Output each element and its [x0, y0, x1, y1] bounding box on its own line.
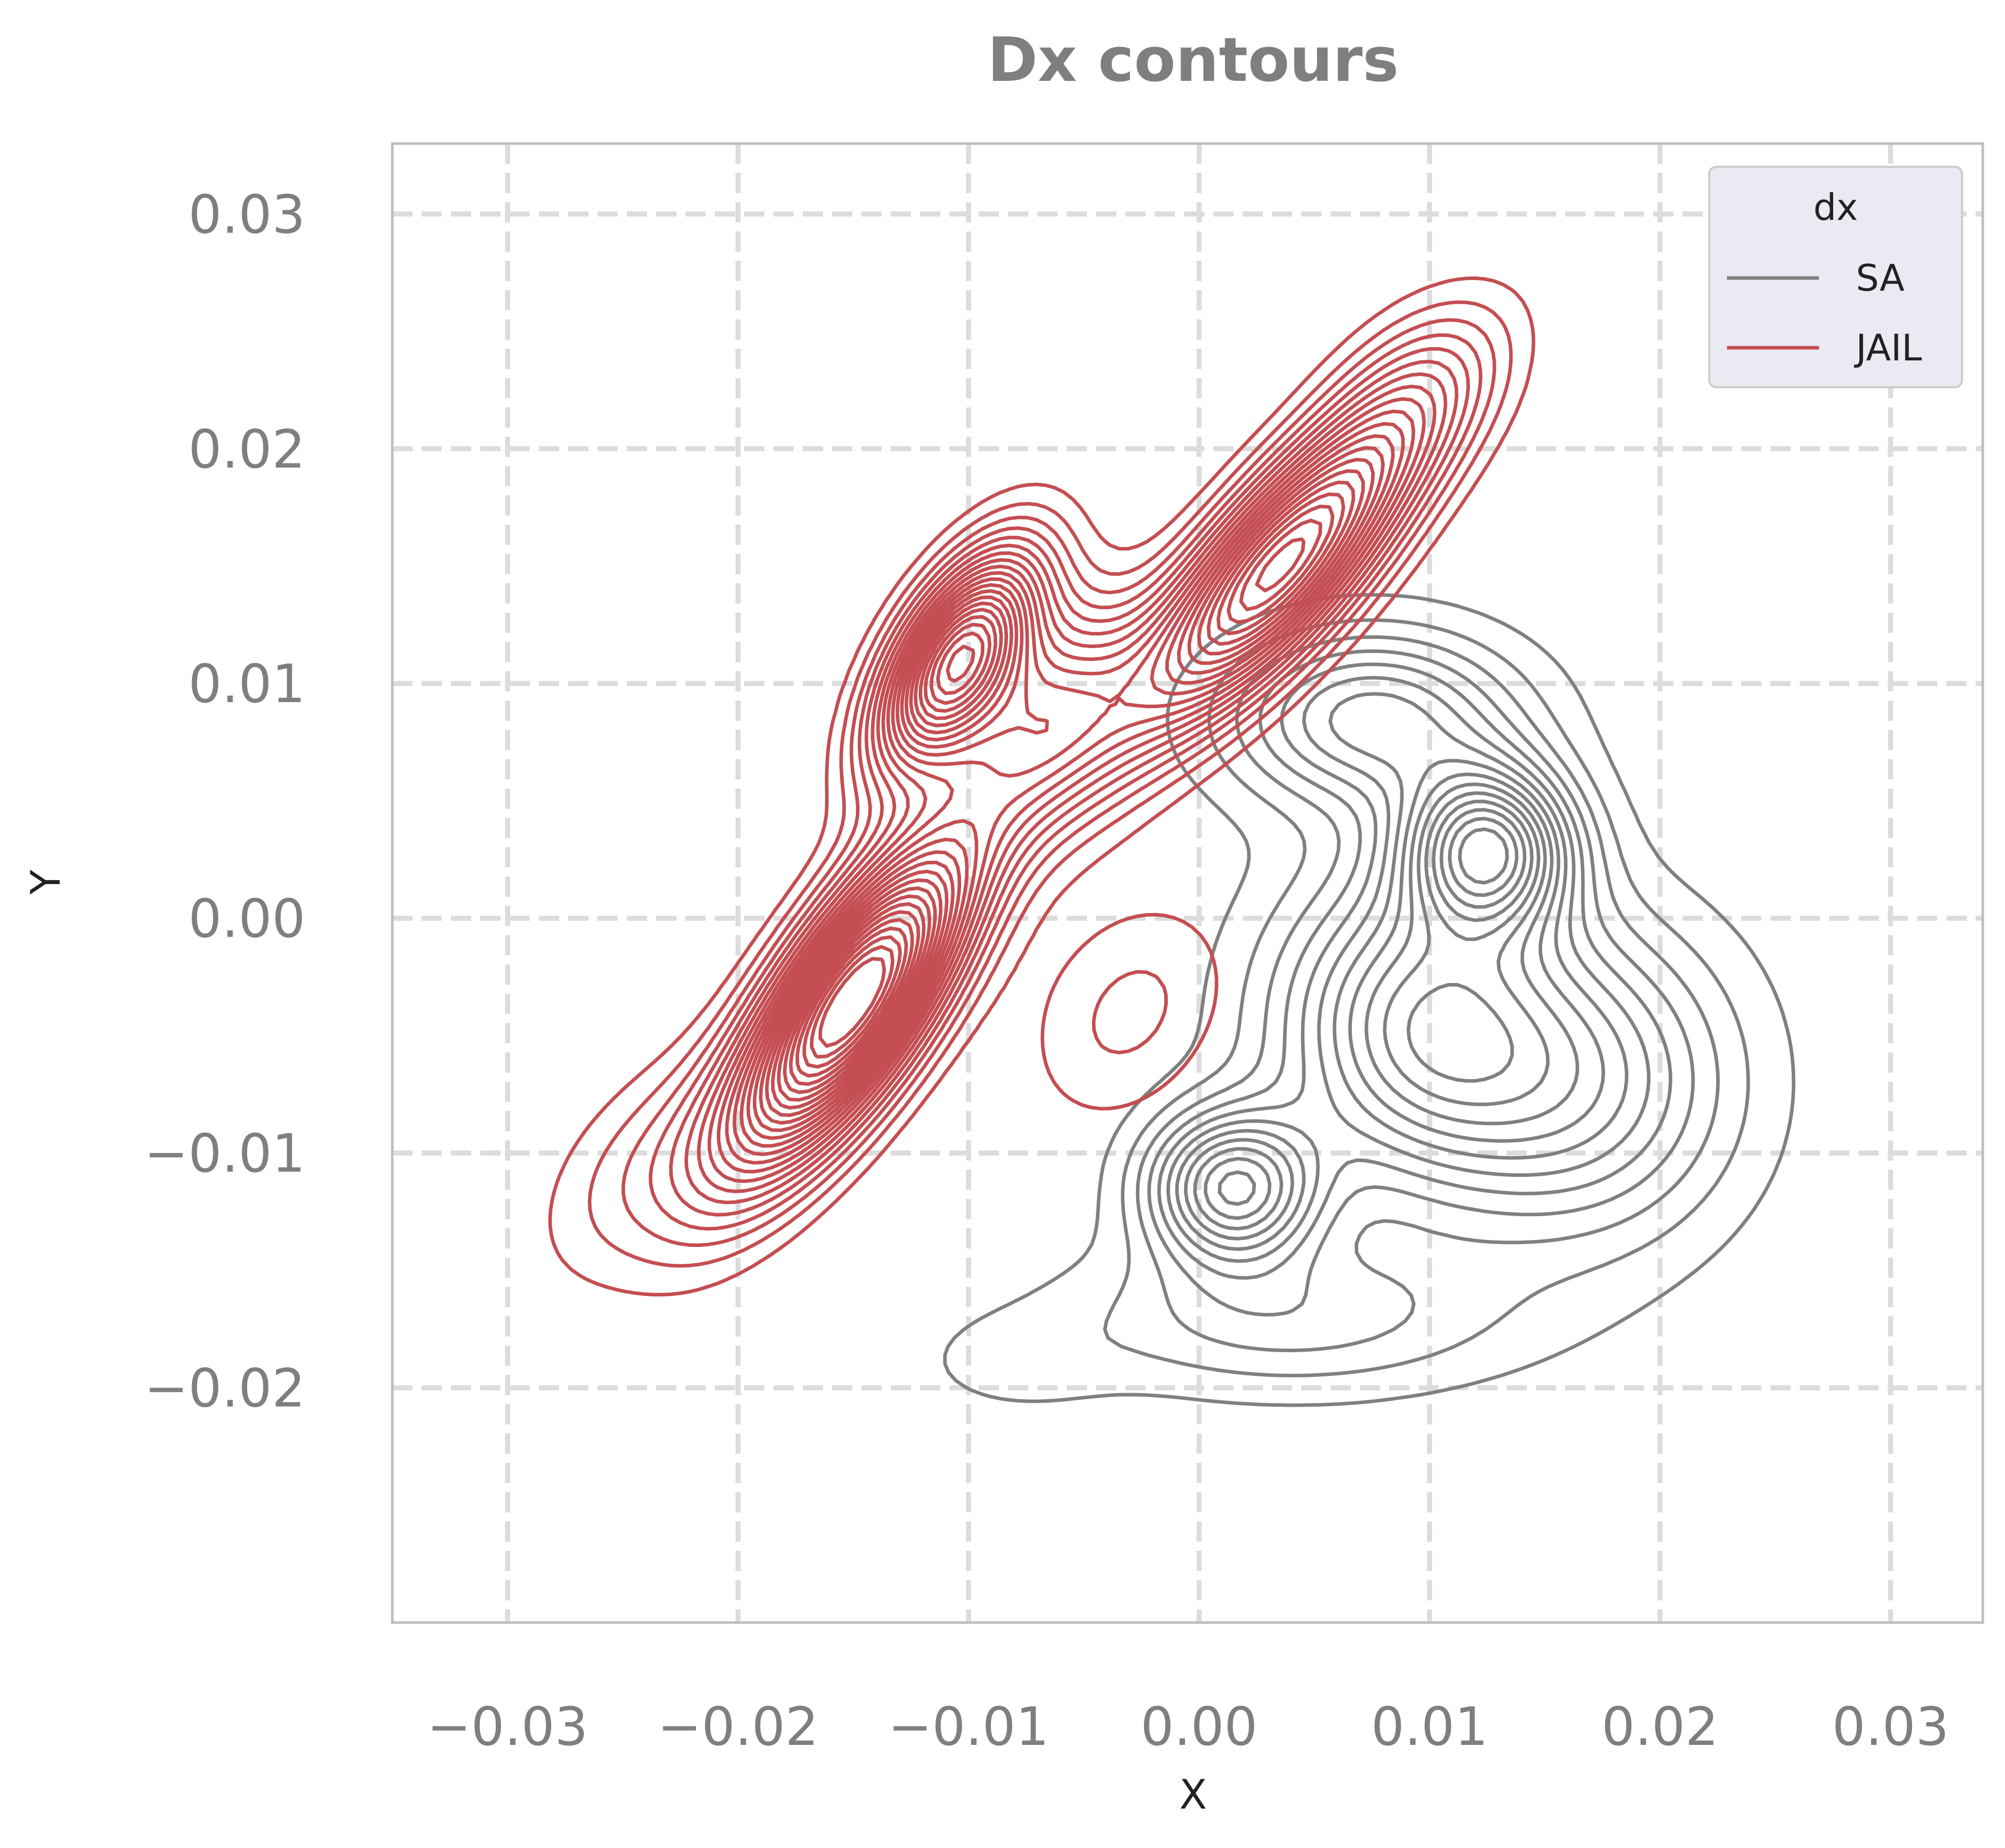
- contour-lines: [548, 276, 1796, 1407]
- y-tick-label: −0.02: [144, 1358, 305, 1419]
- y-tick-label: 0.01: [188, 653, 305, 715]
- y-tick-label: 0.03: [188, 183, 305, 245]
- contour-line-jail: [669, 347, 1470, 1217]
- contour-line-jail: [789, 537, 1306, 1086]
- y-tick-label: 0.00: [188, 888, 305, 950]
- contour-line-jail: [733, 422, 1405, 1157]
- series-sa-contours: [943, 593, 1796, 1407]
- contour-line-jail: [697, 372, 1447, 1193]
- contour-line-sa: [1147, 649, 1695, 1317]
- contour-line-sa: [1157, 662, 1672, 1280]
- contour-line-jail: [587, 300, 1513, 1268]
- legend-title: dx: [1813, 186, 1858, 228]
- legend: dx SA JAIL: [1708, 166, 1963, 388]
- contour-line-sa: [1448, 817, 1519, 897]
- contour-line-sa: [1183, 759, 1606, 1241]
- contour-line-jail: [649, 333, 1483, 1231]
- contour-line-jail: [725, 409, 1416, 1165]
- legend-label-sa: SA: [1856, 257, 1904, 299]
- x-tick-labels: −0.03 −0.02 −0.01 0.00 0.01 0.02 0.03: [427, 1696, 1949, 1758]
- contour-line-jail: [809, 945, 895, 1059]
- x-tick-label: 0.00: [1141, 1696, 1258, 1758]
- contour-line-jail: [802, 935, 902, 1069]
- contour-line-jail: [740, 434, 1395, 1148]
- plot-frame: [391, 142, 1984, 1624]
- x-tick-label: −0.03: [427, 1696, 588, 1758]
- contour-line-jail: [707, 385, 1437, 1183]
- contour-line-jail: [783, 519, 1323, 1094]
- contour-line-jail: [621, 318, 1496, 1247]
- contour-line-jail: [765, 480, 1355, 1117]
- contour-line-sa: [943, 593, 1796, 1407]
- contour-line-sa: [1175, 692, 1629, 1251]
- contour-line-jail: [716, 397, 1426, 1174]
- legend-label-jail: JAIL: [1854, 327, 1922, 369]
- contour-line-sa: [1432, 800, 1534, 922]
- y-axis-label: Y: [22, 869, 69, 895]
- y-tick-label: 0.02: [188, 419, 305, 480]
- x-tick-label: 0.02: [1602, 1696, 1719, 1758]
- contour-line-sa: [1439, 808, 1527, 909]
- contour-line-sa: [1193, 772, 1579, 1231]
- contour-line-jail: [771, 492, 1345, 1110]
- contour-line-jail: [753, 457, 1375, 1132]
- contour-line-jail: [818, 957, 886, 1048]
- contour-line-sa: [1166, 676, 1651, 1263]
- y-tick-label: −0.01: [144, 1123, 305, 1184]
- x-axis-label: X: [1179, 1771, 1207, 1818]
- contour-line-sa: [1135, 635, 1720, 1353]
- contour-line-sa: [1458, 827, 1509, 885]
- contour-line-jail: [746, 446, 1385, 1140]
- x-tick-label: 0.01: [1371, 1696, 1488, 1758]
- x-tick-label: −0.02: [658, 1696, 819, 1758]
- contour-line-sa: [1103, 618, 1750, 1377]
- x-tick-label: 0.03: [1832, 1696, 1949, 1758]
- chart-title: Dx contours: [987, 25, 1399, 96]
- x-tick-label: −0.01: [888, 1696, 1050, 1758]
- contour-line-sa: [1204, 782, 1550, 1220]
- contour-line-jail: [777, 504, 1335, 1102]
- y-tick-labels: −0.02 −0.01 0.00 0.01 0.02 0.03: [144, 183, 305, 1419]
- series-jail-contours: [548, 276, 1535, 1297]
- contour-line-jail: [759, 469, 1365, 1125]
- contour-line-sa: [1217, 791, 1540, 1206]
- legend-box: [1708, 166, 1963, 388]
- contour-line-jail: [795, 927, 908, 1078]
- contour-line-jail: [548, 276, 1535, 1297]
- contour-line-jail: [684, 359, 1459, 1205]
